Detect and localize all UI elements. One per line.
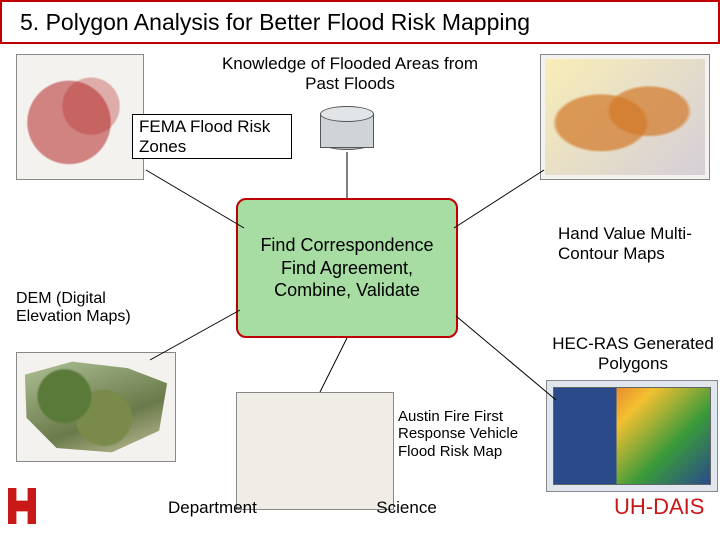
- footer-department: Department Science: [168, 498, 437, 518]
- austin-map-thumbnail: [236, 392, 394, 510]
- footer-uh-dais: UH-DAIS: [614, 494, 704, 520]
- hec-ras-thumbnail: [546, 380, 718, 492]
- hand-value-label: Hand Value Multi-Contour Maps: [558, 224, 718, 265]
- center-process-box: Find Correspondence Find Agreement, Comb…: [236, 198, 458, 338]
- dem-map-thumbnail: [16, 352, 176, 462]
- slide-title: 5. Polygon Analysis for Better Flood Ris…: [0, 0, 720, 44]
- database-icon: [320, 106, 374, 150]
- uh-logo-icon: [8, 488, 36, 524]
- fema-map-thumbnail: [16, 54, 144, 180]
- austin-label: Austin Fire First Response Vehicle Flood…: [398, 408, 538, 460]
- subtitle: Knowledge of Flooded Areas from Past Flo…: [220, 54, 480, 95]
- slide-title-text: 5. Polygon Analysis for Better Flood Ris…: [20, 9, 530, 36]
- center-process-text: Find Correspondence Find Agreement, Comb…: [248, 234, 446, 302]
- dem-label: DEM (Digital Elevation Maps): [16, 290, 156, 327]
- fema-label: FEMA Flood Risk Zones: [132, 114, 292, 159]
- hand-value-map-thumbnail: [540, 54, 710, 180]
- hec-ras-label: HEC-RAS Generated Polygons: [538, 334, 720, 375]
